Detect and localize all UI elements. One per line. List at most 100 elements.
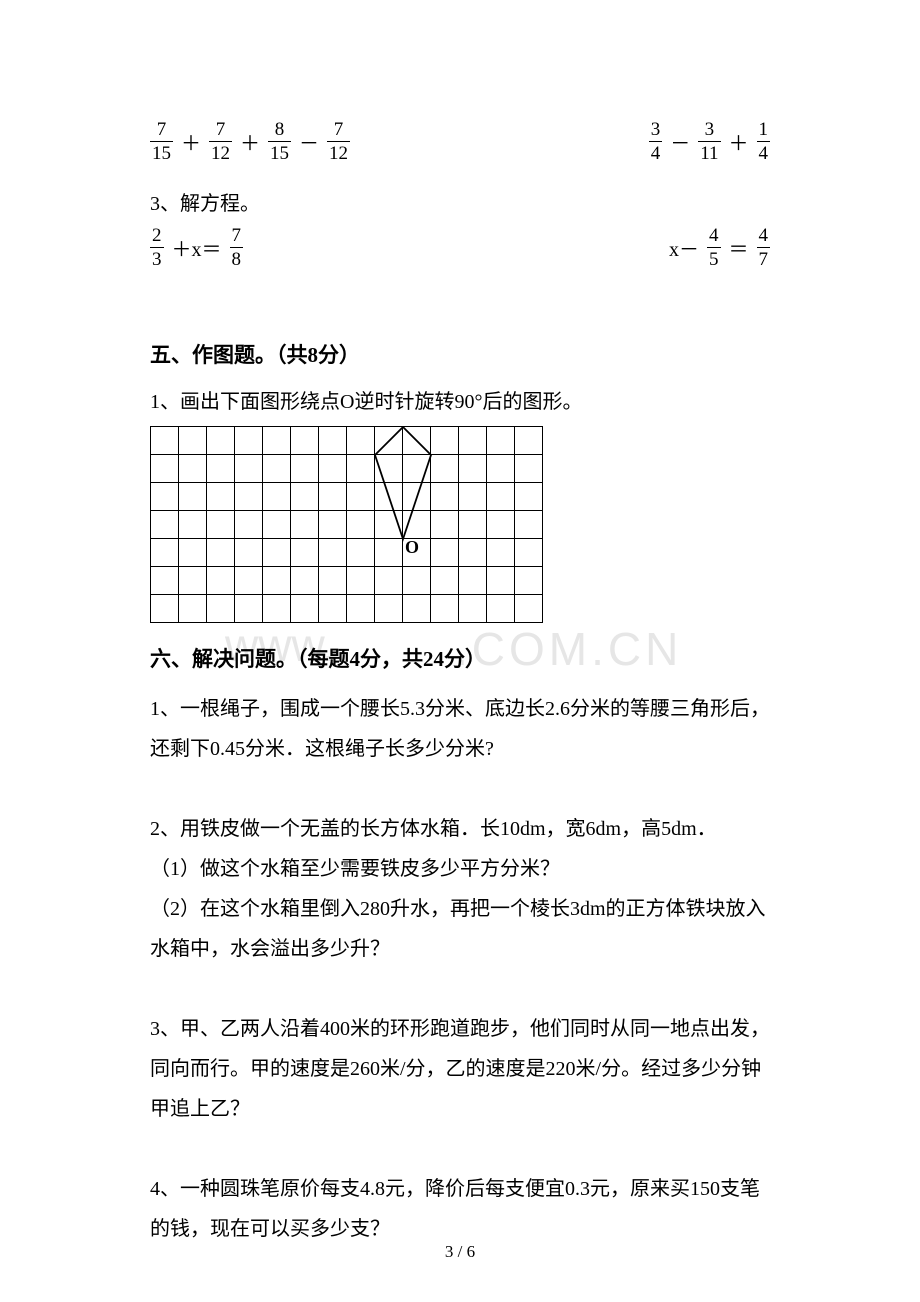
grid-cell: [151, 595, 179, 623]
grid-cell: [487, 483, 515, 511]
grid-cell: [487, 567, 515, 595]
grid-cell: [263, 511, 291, 539]
grid-cell: [515, 483, 543, 511]
grid-cell: [459, 455, 487, 483]
grid-cell: [207, 511, 235, 539]
grid-cell: [207, 567, 235, 595]
grid-cell: [319, 483, 347, 511]
grid-cell: [487, 539, 515, 567]
grid-cell: [319, 455, 347, 483]
grid-cell: [235, 567, 263, 595]
grid-cell: [431, 483, 459, 511]
grid-figure: O: [150, 426, 770, 623]
grid-cell: [207, 455, 235, 483]
grid-cell: [403, 567, 431, 595]
s6-q4: 4、一种圆珠笔原价每支4.8元，降价后每支便宜0.3元，原来买150支笔的钱，现…: [150, 1169, 770, 1249]
expr-1-right: 34 － 311 ＋ 14: [649, 120, 770, 163]
grid-cell: [151, 539, 179, 567]
grid-cell: [179, 539, 207, 567]
grid-cell: [291, 455, 319, 483]
grid-cell: [515, 567, 543, 595]
grid-cell: [235, 595, 263, 623]
grid-cell: [319, 539, 347, 567]
grid-cell: [431, 567, 459, 595]
section-6-title: 六、解决问题。（每题4分，共24分）: [150, 643, 770, 673]
expr-2-right: x－ 45 ＝ 47: [665, 226, 770, 269]
grid-cell: [179, 427, 207, 455]
grid-cell: [235, 483, 263, 511]
section-5-title: 五、作图题。（共8分）: [150, 339, 770, 369]
grid-cell: [151, 511, 179, 539]
grid-cell: [347, 427, 375, 455]
page-number: 3 / 6: [0, 1242, 920, 1262]
grid-cell: [459, 539, 487, 567]
grid-cell: [375, 483, 403, 511]
grid-cell: [291, 595, 319, 623]
grid-cell: [319, 511, 347, 539]
grid-cell: [431, 455, 459, 483]
grid-cell: [403, 455, 431, 483]
grid-cell: [263, 455, 291, 483]
grid-cell: [207, 595, 235, 623]
grid-cell: [319, 595, 347, 623]
grid-cell: [403, 483, 431, 511]
grid-cell: [375, 455, 403, 483]
grid-cell: [431, 511, 459, 539]
grid-table: O: [150, 426, 543, 623]
grid-cell: [235, 539, 263, 567]
grid-cell: [375, 567, 403, 595]
grid-cell: [319, 427, 347, 455]
grid-cell: [403, 427, 431, 455]
grid-cell: [375, 595, 403, 623]
grid-cell: [235, 427, 263, 455]
grid-cell: [347, 483, 375, 511]
grid-cell: [151, 455, 179, 483]
point-o-label: O: [405, 537, 419, 558]
grid-cell: [487, 595, 515, 623]
grid-cell: [459, 595, 487, 623]
grid-cell: [207, 483, 235, 511]
grid-cell: [179, 483, 207, 511]
grid-cell: [515, 539, 543, 567]
grid-cell: [347, 455, 375, 483]
s6-q2-1: （1）做这个水箱至少需要铁皮多少平方分米？: [150, 849, 770, 889]
grid-cell: [179, 511, 207, 539]
math-row-equations: 23 ＋x＝ 78 x－ 45 ＝ 47: [150, 226, 770, 269]
grid-cell: [459, 427, 487, 455]
grid-cell: [347, 595, 375, 623]
grid-cell: [347, 539, 375, 567]
s6-q1: 1、一根绳子，围成一个腰长5.3分米、底边长2.6分米的等腰三角形后，还剩下0.…: [150, 689, 770, 769]
grid-cell: [263, 483, 291, 511]
grid-cell: [207, 539, 235, 567]
math-row-fractions-1: 715 ＋ 712 ＋ 815 － 712 34 － 311 ＋ 14: [150, 120, 770, 163]
grid-cell: [431, 539, 459, 567]
s5-q1: 1、画出下面图形绕点O逆时针旋转90°后的图形。: [150, 385, 770, 414]
grid-cell: [375, 539, 403, 567]
grid-cell: [403, 511, 431, 539]
grid-cell: [263, 539, 291, 567]
grid-cell: [179, 595, 207, 623]
grid-cell: [459, 511, 487, 539]
grid-cell: [459, 483, 487, 511]
grid-cell: [151, 427, 179, 455]
q3-label: 3、解方程。: [150, 187, 770, 216]
grid-cell: [515, 427, 543, 455]
expr-2-left: 23 ＋x＝ 78: [150, 226, 243, 269]
grid-cell: [459, 567, 487, 595]
grid-cell: [319, 567, 347, 595]
grid-cell: [515, 511, 543, 539]
s6-q2: 2、用铁皮做一个无盖的长方体水箱．长10dm，宽6dm，高5dm． （1）做这个…: [150, 809, 770, 969]
grid-cell: [291, 511, 319, 539]
grid-cell: [375, 427, 403, 455]
grid-cell: [179, 567, 207, 595]
expr-1-left: 715 ＋ 712 ＋ 815 － 712: [150, 120, 350, 163]
grid-cell: [487, 427, 515, 455]
grid-cell: [431, 595, 459, 623]
grid-cell: [291, 567, 319, 595]
grid-cell: [291, 483, 319, 511]
grid-cell: [515, 595, 543, 623]
grid-cell: [515, 455, 543, 483]
grid-cell: [151, 483, 179, 511]
grid-cell: [179, 455, 207, 483]
grid-cell: O: [403, 539, 431, 567]
